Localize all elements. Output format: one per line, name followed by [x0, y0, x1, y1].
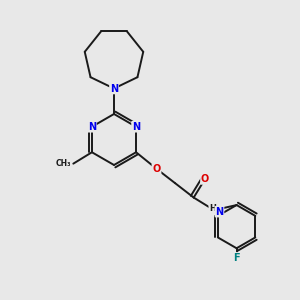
Text: N: N: [110, 83, 118, 94]
Text: CH₃: CH₃: [56, 159, 71, 168]
Text: N: N: [88, 122, 96, 132]
Text: N: N: [132, 122, 140, 132]
Text: O: O: [201, 174, 209, 184]
Text: O: O: [152, 164, 160, 174]
Text: N: N: [215, 207, 223, 217]
Text: H: H: [209, 204, 216, 213]
Text: F: F: [233, 253, 240, 263]
